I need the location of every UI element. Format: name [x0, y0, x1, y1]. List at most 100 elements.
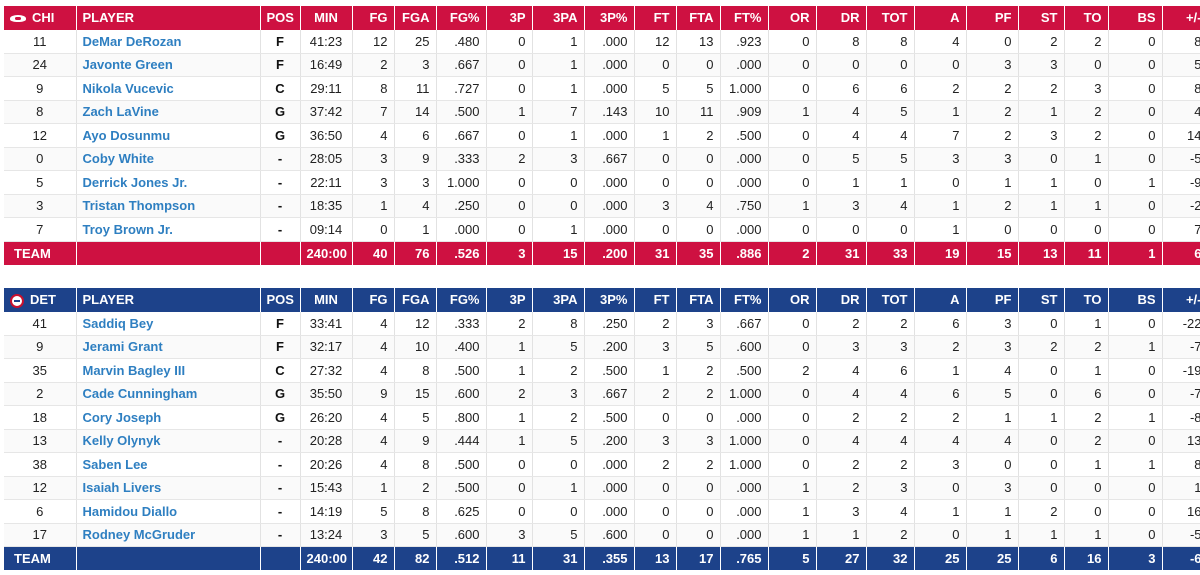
column-header[interactable]: FT: [634, 288, 677, 312]
column-header[interactable]: FT%: [720, 6, 769, 30]
stat-cell: 1.000: [720, 76, 769, 101]
player-row: 17 Rodney McGruder -13:24 3 5.600 3 5.600 0 0.00…: [4, 523, 1200, 547]
team-header-chi[interactable]: CHI: [4, 6, 77, 30]
player-name-link[interactable]: Jerami Grant: [76, 335, 261, 359]
stat-cell: .000: [584, 217, 635, 242]
player-name-link[interactable]: Javonte Green: [76, 53, 261, 77]
player-position: -: [260, 452, 301, 477]
column-header[interactable]: TOT: [866, 288, 915, 312]
stat-cell: -7: [1162, 335, 1200, 359]
column-header[interactable]: FGA: [394, 6, 437, 30]
stat-cell: .000: [436, 217, 487, 242]
stat-cell: .000: [720, 476, 769, 500]
column-header[interactable]: 3P: [486, 288, 533, 312]
stat-cell: 2: [914, 76, 967, 101]
column-header[interactable]: ST: [1018, 288, 1065, 312]
column-header[interactable]: FTA: [676, 288, 721, 312]
column-header[interactable]: PF: [966, 288, 1019, 312]
column-header[interactable]: OR: [768, 6, 817, 30]
total-cell: .512: [436, 546, 487, 570]
stat-cell: 2: [1018, 335, 1065, 359]
team-totals-row: TEAM 240:00 40 76.526 3 15.200 31 35.886 2 31 33 19…: [4, 241, 1200, 265]
column-header[interactable]: MIN: [300, 288, 353, 312]
column-header[interactable]: PLAYER: [76, 6, 261, 30]
player-name-link[interactable]: Nikola Vucevic: [76, 76, 261, 101]
stat-cell: .200: [584, 429, 635, 453]
column-header[interactable]: 3P: [486, 6, 533, 30]
column-header[interactable]: BS: [1108, 6, 1163, 30]
column-header[interactable]: DR: [816, 288, 867, 312]
player-name-link[interactable]: Coby White: [76, 147, 261, 171]
player-name-link[interactable]: Tristan Thompson: [76, 194, 261, 218]
stat-cell: 0: [1108, 358, 1163, 383]
stat-cell: 0: [1108, 53, 1163, 77]
stat-cell: 11: [394, 76, 437, 101]
column-header[interactable]: FT%: [720, 288, 769, 312]
player-name-link[interactable]: Cade Cunningham: [76, 382, 261, 406]
column-header[interactable]: PF: [966, 6, 1019, 30]
column-header[interactable]: POS: [260, 6, 301, 30]
player-name-link[interactable]: Rodney McGruder: [76, 523, 261, 547]
team-header-det[interactable]: DET: [4, 288, 77, 312]
column-header[interactable]: A: [914, 288, 967, 312]
stat-cell: 8: [352, 76, 395, 101]
stat-cell: 4: [914, 29, 967, 54]
stat-cell: .727: [436, 76, 487, 101]
column-header[interactable]: FG: [352, 6, 395, 30]
column-header[interactable]: +/-: [1162, 6, 1200, 30]
stat-cell: 0: [634, 476, 677, 500]
player-name-link[interactable]: Saddiq Bey: [76, 311, 261, 336]
column-header[interactable]: TOT: [866, 6, 915, 30]
player-position: G: [260, 382, 301, 406]
column-header[interactable]: FT: [634, 6, 677, 30]
stat-cell: 0: [634, 53, 677, 77]
stat-cell: 0: [768, 382, 817, 406]
column-header[interactable]: BS: [1108, 288, 1163, 312]
stat-cell: 16: [1162, 499, 1200, 524]
column-header[interactable]: FTA: [676, 6, 721, 30]
column-header[interactable]: FG: [352, 288, 395, 312]
column-header[interactable]: ST: [1018, 6, 1065, 30]
stat-cell: 0: [634, 499, 677, 524]
player-name-link[interactable]: Kelly Olynyk: [76, 429, 261, 453]
column-header[interactable]: POS: [260, 288, 301, 312]
total-cell: 240:00: [300, 546, 353, 570]
jersey-number: 41: [4, 311, 77, 336]
player-name-link[interactable]: Hamidou Diallo: [76, 499, 261, 524]
player-name-link[interactable]: DeMar DeRozan: [76, 29, 261, 54]
player-name-link[interactable]: Saben Lee: [76, 452, 261, 477]
column-header[interactable]: FGA: [394, 288, 437, 312]
bulls-logo-icon: [10, 13, 26, 24]
stat-cell: 4: [966, 358, 1019, 383]
column-header[interactable]: 3P%: [584, 6, 635, 30]
total-cell: 1: [1108, 241, 1163, 265]
stat-cell: 5: [532, 429, 585, 453]
column-header[interactable]: PLAYER: [76, 288, 261, 312]
stat-cell: 1: [532, 123, 585, 148]
column-header[interactable]: 3PA: [532, 288, 585, 312]
column-header[interactable]: A: [914, 6, 967, 30]
column-header[interactable]: +/-: [1162, 288, 1200, 312]
column-header[interactable]: OR: [768, 288, 817, 312]
stat-cell: 3: [532, 382, 585, 406]
player-name-link[interactable]: Isaiah Livers: [76, 476, 261, 500]
player-name-link[interactable]: Cory Joseph: [76, 405, 261, 430]
column-header[interactable]: FG%: [436, 288, 487, 312]
column-header[interactable]: MIN: [300, 6, 353, 30]
column-header[interactable]: TO: [1064, 288, 1109, 312]
stat-cell: .000: [584, 452, 635, 477]
column-header[interactable]: TO: [1064, 6, 1109, 30]
player-name-link[interactable]: Ayo Dosunmu: [76, 123, 261, 148]
player-name-link[interactable]: Derrick Jones Jr.: [76, 170, 261, 195]
column-header[interactable]: FG%: [436, 6, 487, 30]
stat-cell: 1.000: [720, 429, 769, 453]
stat-cell: 3: [914, 452, 967, 477]
stat-cell: 37:42: [300, 100, 353, 124]
player-name-link[interactable]: Marvin Bagley III: [76, 358, 261, 383]
player-name-link[interactable]: Zach LaVine: [76, 100, 261, 124]
column-header[interactable]: 3P%: [584, 288, 635, 312]
column-header[interactable]: DR: [816, 6, 867, 30]
column-header[interactable]: 3PA: [532, 6, 585, 30]
player-name-link[interactable]: Troy Brown Jr.: [76, 217, 261, 242]
stat-cell: 0: [1108, 217, 1163, 242]
